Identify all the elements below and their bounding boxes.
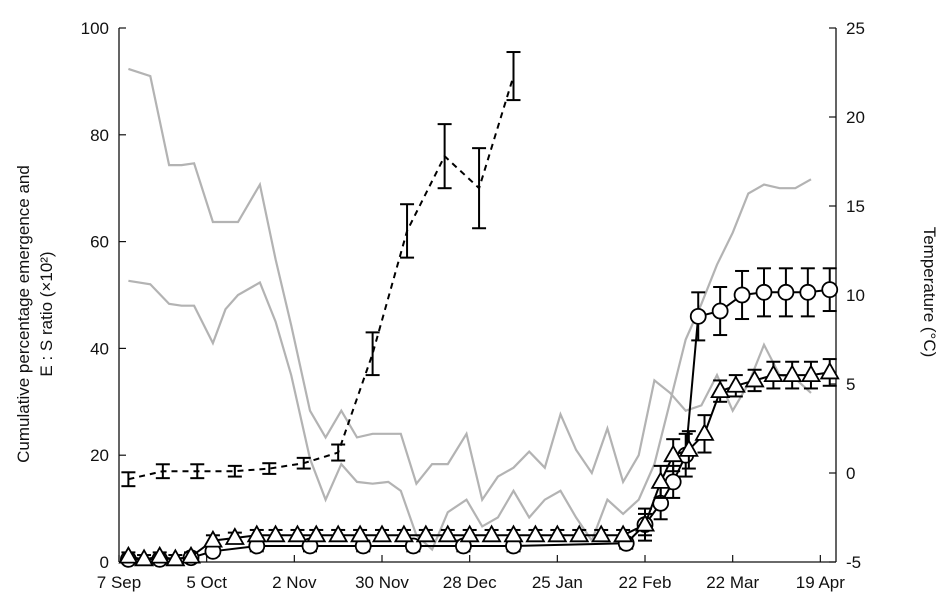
right-y-tick-label: 10 bbox=[846, 286, 865, 305]
triangle-emergence-marker bbox=[246, 524, 267, 543]
triangle-emergence-marker bbox=[634, 513, 656, 532]
triangle-emergence-marker bbox=[149, 545, 170, 564]
triangle-emergence-marker bbox=[415, 524, 436, 543]
circle-emergence-marker bbox=[689, 307, 707, 325]
right-y-axis-title: Temperature (°C) bbox=[920, 227, 939, 358]
triangle-emergence-marker bbox=[503, 524, 524, 543]
circle-emergence-marker bbox=[404, 537, 422, 555]
triangle-emergence-marker bbox=[710, 380, 731, 399]
right-y-tick-label: -5 bbox=[846, 553, 861, 572]
triangle-emergence-marker bbox=[481, 524, 502, 543]
triangle-emergence-series bbox=[118, 358, 840, 567]
right-y-tick-label: 5 bbox=[846, 375, 855, 394]
right-y-tick-label: 0 bbox=[846, 464, 855, 483]
triangle-emergence-marker bbox=[437, 524, 458, 543]
es-ratio-series bbox=[121, 51, 521, 488]
x-tick-label: 22 Mar bbox=[706, 573, 759, 592]
triangle-emergence-marker bbox=[591, 524, 612, 543]
left-y-tick-label: 60 bbox=[90, 233, 109, 252]
circle-emergence-marker bbox=[821, 281, 839, 299]
triangle-emergence-marker bbox=[459, 524, 480, 543]
triangle-emergence-marker bbox=[180, 545, 202, 564]
es-ratio-line bbox=[128, 75, 515, 481]
circle-emergence-marker bbox=[799, 283, 817, 301]
triangle-emergence-marker bbox=[819, 361, 840, 380]
x-tick-label: 19 Apr bbox=[796, 573, 845, 592]
triangle-emergence-marker bbox=[694, 423, 715, 441]
triangle-emergence-marker bbox=[613, 524, 634, 543]
triangle-emergence-marker bbox=[134, 548, 155, 567]
triangle-emergence-marker bbox=[306, 524, 327, 543]
temperature-line-3 bbox=[128, 67, 812, 503]
right-y-ticks: -5 0 5 10 15 20 25 bbox=[829, 19, 865, 572]
x-ticks: 7 Sep 5 Oct 2 Nov 30 Nov 28 Dec 25 Jan 22 Feb 2… bbox=[97, 555, 845, 592]
triangle-emergence-marker bbox=[650, 471, 671, 489]
triangle-emergence-marker bbox=[165, 548, 186, 567]
triangle-emergence-marker bbox=[118, 545, 139, 564]
x-tick-label: 28 Dec bbox=[443, 573, 497, 592]
triangle-emergence-marker bbox=[202, 529, 223, 548]
circle-emergence-marker bbox=[755, 283, 773, 301]
x-tick-label: 30 Nov bbox=[355, 573, 409, 592]
triangle-emergence-marker bbox=[678, 439, 699, 457]
triangle-emergence-marker bbox=[763, 364, 784, 383]
circle-emergence-marker bbox=[711, 302, 729, 320]
triangle-emergence-marker bbox=[744, 369, 765, 388]
triangle-emergence-marker bbox=[393, 524, 414, 543]
circle-emergence-line bbox=[128, 288, 830, 561]
triangle-emergence-marker bbox=[371, 524, 393, 543]
triangle-emergence-marker bbox=[725, 374, 746, 393]
triangle-emergence-marker bbox=[547, 524, 568, 543]
temperature-line-4 bbox=[128, 178, 812, 552]
right-y-tick-label: 25 bbox=[846, 19, 865, 38]
left-y-axis-title-line-2: E : S ratio (×10²) bbox=[37, 251, 56, 376]
left-y-tick-label: 80 bbox=[90, 126, 109, 145]
right-y-tick-label: 15 bbox=[846, 197, 865, 216]
triangle-emergence-marker bbox=[287, 524, 308, 543]
x-tick-label: 2 Nov bbox=[272, 573, 317, 592]
left-y-tick-label: 0 bbox=[100, 553, 109, 572]
triangle-emergence-marker bbox=[782, 364, 803, 383]
circle-emergence-marker bbox=[777, 283, 795, 301]
triangle-emergence-marker bbox=[525, 524, 546, 543]
x-tick-label: 25 Jan bbox=[532, 573, 583, 592]
left-y-axis-title-line-1: Cumulative percentage emergence and bbox=[14, 165, 33, 463]
triangle-emergence-marker bbox=[663, 444, 684, 463]
triangle-emergence-marker bbox=[224, 527, 245, 545]
x-tick-label: 7 Sep bbox=[97, 573, 141, 592]
left-y-ticks: 0 20 40 60 80 100 bbox=[81, 19, 126, 572]
triangle-emergence-marker bbox=[800, 364, 821, 383]
triangle-emergence-marker bbox=[569, 524, 590, 543]
triangle-emergence-marker bbox=[350, 524, 371, 543]
triangle-emergence-marker bbox=[265, 524, 286, 543]
left-y-tick-label: 100 bbox=[81, 19, 109, 38]
triangle-emergence-marker bbox=[328, 524, 349, 543]
x-tick-label: 22 Feb bbox=[619, 573, 672, 592]
circle-emergence-marker bbox=[733, 286, 751, 304]
left-y-tick-label: 40 bbox=[90, 339, 109, 358]
left-y-tick-label: 20 bbox=[90, 446, 109, 465]
right-y-tick-label: 20 bbox=[846, 108, 865, 127]
x-tick-label: 5 Oct bbox=[186, 573, 227, 592]
